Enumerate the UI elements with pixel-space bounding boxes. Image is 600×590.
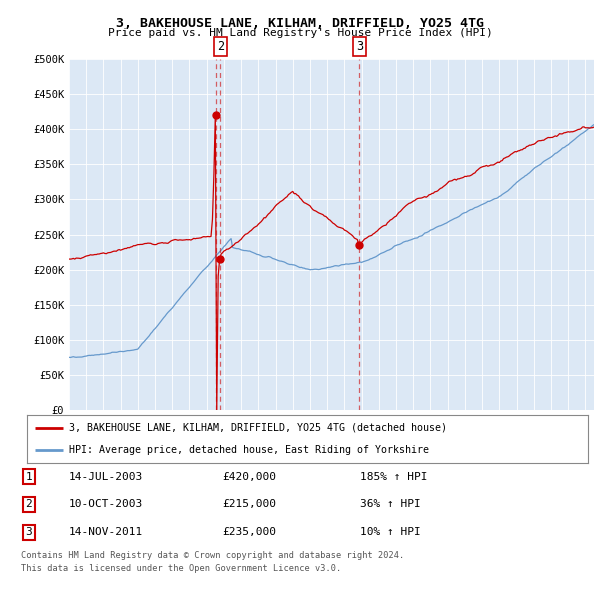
Text: £420,000: £420,000 [222,472,276,481]
Text: 3: 3 [356,40,363,53]
Text: 3, BAKEHOUSE LANE, KILHAM, DRIFFIELD, YO25 4TG (detached house): 3, BAKEHOUSE LANE, KILHAM, DRIFFIELD, YO… [69,423,447,433]
Text: This data is licensed under the Open Government Licence v3.0.: This data is licensed under the Open Gov… [21,565,341,573]
Text: 14-JUL-2003: 14-JUL-2003 [69,472,143,481]
Text: 10-OCT-2003: 10-OCT-2003 [69,500,143,509]
Text: 3: 3 [25,527,32,537]
Text: 10% ↑ HPI: 10% ↑ HPI [360,527,421,537]
Text: HPI: Average price, detached house, East Riding of Yorkshire: HPI: Average price, detached house, East… [69,445,429,455]
Text: 185% ↑ HPI: 185% ↑ HPI [360,472,427,481]
Text: £215,000: £215,000 [222,500,276,509]
Text: Contains HM Land Registry data © Crown copyright and database right 2024.: Contains HM Land Registry data © Crown c… [21,552,404,560]
Text: 3, BAKEHOUSE LANE, KILHAM, DRIFFIELD, YO25 4TG: 3, BAKEHOUSE LANE, KILHAM, DRIFFIELD, YO… [116,17,484,30]
Text: £235,000: £235,000 [222,527,276,537]
Text: 14-NOV-2011: 14-NOV-2011 [69,527,143,537]
Text: 1: 1 [25,472,32,481]
Text: 36% ↑ HPI: 36% ↑ HPI [360,500,421,509]
Text: 2: 2 [217,40,224,53]
Text: Price paid vs. HM Land Registry's House Price Index (HPI): Price paid vs. HM Land Registry's House … [107,28,493,38]
Text: 2: 2 [25,500,32,509]
